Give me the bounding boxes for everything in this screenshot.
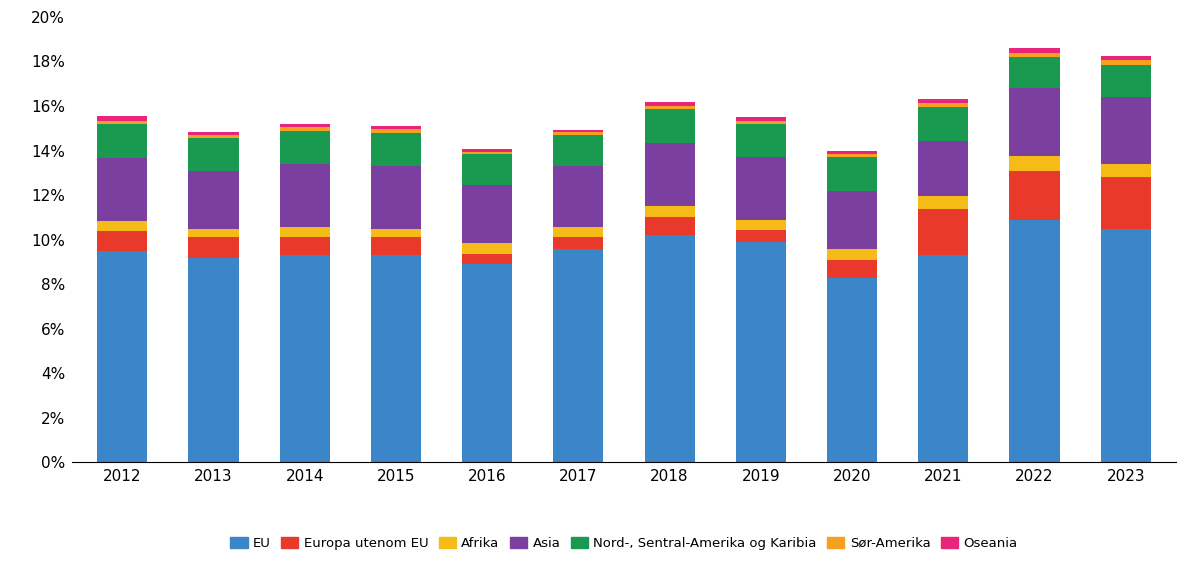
Bar — [1009, 88, 1060, 156]
Bar — [1100, 56, 1151, 60]
Bar — [462, 154, 512, 185]
Bar — [462, 254, 512, 264]
Bar — [188, 138, 239, 171]
Bar — [1100, 65, 1151, 97]
Bar — [280, 130, 330, 164]
Bar — [188, 131, 239, 135]
Bar — [1100, 60, 1151, 65]
Bar — [462, 264, 512, 462]
Bar — [553, 135, 604, 166]
Bar — [97, 116, 148, 121]
Bar — [1009, 48, 1060, 52]
Bar — [1009, 171, 1060, 219]
Bar — [371, 126, 421, 129]
Bar — [280, 255, 330, 462]
Bar — [918, 255, 968, 462]
Bar — [553, 249, 604, 462]
Bar — [827, 249, 877, 260]
Bar — [462, 185, 512, 243]
Bar — [97, 231, 148, 251]
Bar — [371, 129, 421, 133]
Bar — [644, 106, 695, 109]
Bar — [188, 171, 239, 228]
Bar — [644, 102, 695, 106]
Bar — [371, 237, 421, 255]
Bar — [553, 130, 604, 133]
Bar — [736, 124, 786, 157]
Bar — [97, 121, 148, 124]
Bar — [827, 260, 877, 277]
Bar — [280, 124, 330, 127]
Bar — [280, 227, 330, 237]
Bar — [918, 140, 968, 196]
Bar — [1009, 156, 1060, 171]
Bar — [918, 99, 968, 103]
Bar — [736, 219, 786, 230]
Bar — [827, 157, 877, 191]
Bar — [553, 133, 604, 135]
Bar — [918, 107, 968, 140]
Bar — [644, 206, 695, 218]
Bar — [736, 230, 786, 242]
Bar — [371, 133, 421, 166]
Bar — [644, 218, 695, 235]
Bar — [644, 235, 695, 462]
Bar — [1100, 177, 1151, 228]
Bar — [371, 228, 421, 237]
Legend: EU, Europa utenom EU, Afrika, Asia, Nord-, Sentral-Amerika og Karibia, Sør-Ameri: EU, Europa utenom EU, Afrika, Asia, Nord… — [226, 531, 1022, 555]
Bar — [827, 154, 877, 157]
Bar — [918, 196, 968, 209]
Bar — [280, 127, 330, 130]
Bar — [736, 157, 786, 219]
Bar — [462, 243, 512, 254]
Bar — [280, 164, 330, 227]
Bar — [1009, 57, 1060, 88]
Bar — [371, 166, 421, 228]
Bar — [553, 237, 604, 249]
Bar — [644, 143, 695, 206]
Bar — [918, 209, 968, 255]
Bar — [97, 221, 148, 231]
Bar — [371, 255, 421, 462]
Bar — [1100, 228, 1151, 462]
Bar — [1009, 219, 1060, 462]
Bar — [188, 258, 239, 462]
Bar — [462, 149, 512, 152]
Bar — [736, 121, 786, 124]
Bar — [188, 237, 239, 258]
Bar — [1009, 52, 1060, 57]
Bar — [462, 152, 512, 154]
Bar — [918, 103, 968, 107]
Bar — [553, 166, 604, 227]
Bar — [644, 109, 695, 143]
Bar — [97, 124, 148, 158]
Bar — [553, 227, 604, 237]
Bar — [280, 237, 330, 255]
Bar — [736, 242, 786, 462]
Bar — [97, 251, 148, 462]
Bar — [97, 158, 148, 221]
Bar — [736, 117, 786, 121]
Bar — [827, 151, 877, 154]
Bar — [827, 277, 877, 462]
Bar — [188, 228, 239, 237]
Bar — [827, 191, 877, 249]
Bar — [1100, 97, 1151, 164]
Bar — [188, 135, 239, 138]
Bar — [1100, 164, 1151, 177]
